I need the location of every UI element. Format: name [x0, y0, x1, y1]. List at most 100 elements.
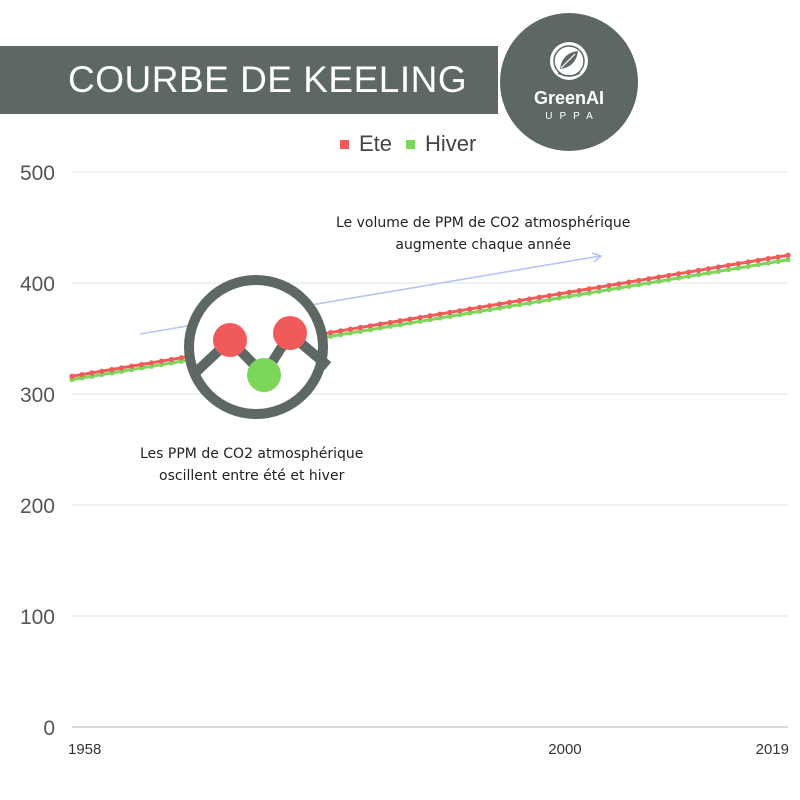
data-point-ete	[457, 308, 463, 314]
data-point-hiver	[367, 327, 373, 333]
data-point-ete	[367, 323, 373, 329]
data-point-ete	[606, 282, 612, 289]
data-point-ete	[158, 358, 165, 364]
data-point-hiver	[467, 310, 473, 316]
data-point-hiver	[606, 287, 612, 293]
data-point-hiver	[536, 298, 542, 304]
data-point-hiver	[596, 288, 602, 294]
data-point-ete	[646, 276, 652, 282]
data-point-ete	[437, 311, 443, 317]
data-point-ete	[516, 298, 523, 304]
data-point-ete	[357, 324, 363, 331]
data-point-ete	[656, 274, 662, 280]
data-point-hiver	[506, 303, 513, 309]
data-point-ete	[536, 294, 542, 300]
y-tick-label: 300	[20, 384, 55, 407]
data-point-hiver	[725, 267, 731, 273]
trend-annotation-line2: augmente chaque année	[395, 237, 571, 253]
data-point-ete	[497, 301, 503, 307]
data-point-hiver	[636, 282, 642, 288]
data-point-hiver	[785, 257, 791, 263]
data-point-ete	[666, 272, 672, 279]
data-point-hiver	[447, 313, 453, 319]
co2-molecule-icon	[184, 275, 332, 419]
y-tick-label: 200	[20, 495, 55, 518]
data-point-hiver	[516, 302, 523, 308]
data-point-ete	[546, 292, 552, 299]
oscillation-annotation-line1: Les PPM de CO2 atmosphérique	[140, 446, 364, 462]
y-tick-label: 500	[20, 162, 55, 185]
data-point-hiver	[477, 308, 483, 314]
data-point-hiver	[705, 270, 712, 276]
oscillation-annotation-line2: oscillent entre été et hiver	[159, 468, 345, 484]
data-point-ete	[327, 329, 334, 336]
x-tick-label: 2000	[548, 741, 581, 758]
data-point-hiver	[685, 273, 692, 279]
data-point-hiver	[566, 293, 572, 299]
data-point-hiver	[745, 263, 751, 269]
data-point-ete	[89, 370, 95, 376]
data-point-hiver	[546, 297, 552, 303]
legend-item-ete: Ete	[340, 131, 392, 157]
title-banner	[0, 46, 498, 114]
data-point-ete	[417, 314, 423, 321]
trend-arrow-head	[591, 252, 603, 263]
data-point-hiver	[556, 295, 562, 301]
y-tick-label: 100	[20, 606, 55, 629]
legend-item-hiver: Hiver	[406, 131, 476, 157]
legend-label-ete: Ete	[359, 131, 393, 156]
data-point-hiver	[427, 317, 433, 323]
x-tick-label: 1958	[68, 741, 101, 758]
data-point-ete	[735, 261, 741, 267]
data-point-hiver	[695, 272, 702, 278]
legend-label-hiver: Hiver	[425, 131, 477, 156]
data-point-ete	[79, 371, 85, 378]
data-point-hiver	[586, 290, 592, 296]
data-point-hiver	[377, 325, 383, 331]
data-point-ete	[119, 365, 125, 371]
x-tick-label: 2019	[756, 741, 789, 758]
data-point-ete	[337, 328, 344, 334]
data-point-ete	[506, 299, 513, 305]
data-point-hiver	[357, 328, 363, 334]
data-point-hiver	[765, 260, 771, 266]
data-point-hiver	[646, 280, 652, 286]
greenai-logo	[500, 13, 638, 151]
data-point-ete	[109, 366, 115, 373]
data-point-ete	[477, 304, 483, 310]
oscillation-annotation: Les PPM de CO2 atmosphérique oscillent e…	[140, 443, 363, 487]
data-point-hiver	[387, 323, 393, 329]
data-point-hiver	[526, 300, 533, 306]
data-point-ete	[685, 269, 692, 275]
data-point-hiver	[576, 292, 582, 298]
legend-swatch-ete	[340, 139, 349, 149]
data-point-ete	[636, 277, 642, 284]
data-point-ete	[566, 289, 572, 295]
data-point-hiver	[457, 312, 463, 318]
data-point-hiver	[437, 315, 443, 321]
data-point-ete	[129, 363, 135, 369]
data-point-hiver	[676, 275, 682, 281]
data-point-hiver	[347, 330, 354, 336]
data-point-ete	[596, 284, 602, 290]
data-point-ete	[467, 306, 473, 312]
data-point-hiver	[656, 278, 662, 284]
data-point-ete	[69, 373, 75, 379]
data-point-ete	[447, 309, 453, 315]
data-point-hiver	[775, 258, 781, 264]
data-point-ete	[725, 262, 731, 268]
chart-legend: Ete Hiver	[340, 131, 476, 157]
data-point-hiver	[626, 283, 632, 289]
data-point-hiver	[417, 318, 423, 324]
data-point-ete	[387, 319, 393, 326]
trend-annotation-line1: Le volume de PPM de CO2 atmosphérique	[336, 215, 631, 231]
data-point-ete	[695, 267, 702, 273]
data-point-hiver	[397, 322, 403, 328]
data-point-ete	[407, 316, 413, 322]
data-point-ete	[785, 252, 791, 258]
data-point-ete	[586, 286, 592, 292]
logo-subtitle: UPPA	[545, 111, 600, 122]
y-tick-label: 0	[43, 717, 55, 740]
data-point-ete	[626, 279, 632, 285]
